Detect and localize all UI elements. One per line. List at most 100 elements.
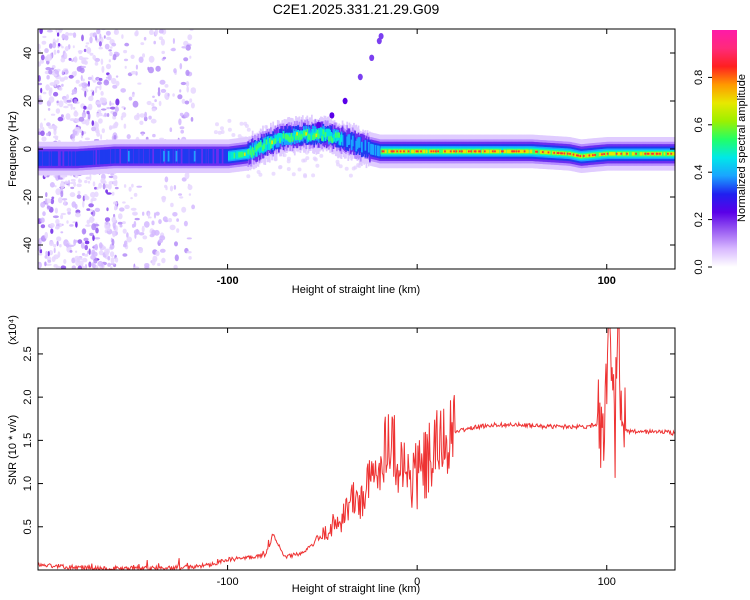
trace-cell (98, 147, 101, 167)
noise-blob (98, 182, 102, 189)
trace-cell (408, 148, 411, 155)
trace-cell (130, 149, 132, 164)
trace-cell (265, 142, 268, 150)
noise-blob (82, 266, 86, 269)
trace-cell (541, 151, 544, 153)
trace-cell (433, 149, 436, 154)
noise-blob (85, 224, 91, 227)
trace-cell (366, 143, 369, 158)
noise-blob (297, 167, 302, 172)
colorbar-gradient (712, 30, 737, 267)
noise-blob (172, 93, 175, 97)
trace-cell (220, 149, 222, 164)
noise-blob (189, 98, 193, 103)
noise-blob (258, 172, 263, 177)
noise-blob (152, 95, 155, 99)
noise-blob (161, 257, 166, 264)
noise-blob (60, 212, 67, 216)
trace-cell (237, 151, 239, 159)
trace-cell (330, 132, 333, 140)
trace-cell (632, 152, 635, 156)
trace-cell (572, 153, 575, 156)
noise-blob (187, 34, 193, 41)
trace-cell (503, 149, 505, 154)
trace-cell (373, 142, 376, 158)
noise-blob (68, 57, 72, 61)
trace-cell (89, 150, 91, 165)
trace-cell (664, 151, 667, 157)
trace-cell (341, 135, 344, 146)
y-tick-label: 1.5 (22, 433, 34, 448)
trace-cell (523, 150, 526, 153)
trace-cell (412, 149, 414, 154)
trace-cell (149, 149, 152, 164)
trace-cell (190, 149, 193, 164)
trace-cell (345, 135, 347, 150)
trace-cell (132, 146, 135, 166)
noise-blob (45, 198, 52, 204)
noise-blob (105, 30, 111, 36)
noise-blob (48, 125, 54, 129)
trace-cell (403, 150, 405, 153)
trace-cell (105, 149, 107, 164)
noise-blob (69, 118, 76, 122)
trace-cell (68, 151, 71, 166)
branch-blob (357, 73, 363, 81)
noise-blob (56, 38, 60, 41)
trace-cell (121, 149, 123, 164)
trace-cell (93, 150, 96, 165)
snr-x-axis-label: Height of straight line (km) (292, 583, 420, 595)
trace-cell (545, 150, 548, 154)
trace-cell (238, 152, 240, 158)
noise-blob (146, 100, 152, 106)
trace-cell (439, 148, 442, 155)
trace-cell (279, 137, 281, 143)
trace-cell (585, 153, 587, 159)
noise-blob (53, 254, 59, 260)
noise-blob (169, 185, 174, 192)
noise-blob (112, 230, 116, 238)
trace-cell (342, 132, 345, 148)
trace-cell (254, 144, 256, 153)
trace-cell (301, 130, 304, 139)
snr-x-tick-labels: -100 0 100 (217, 576, 616, 588)
trace-cell (552, 151, 554, 155)
noise-blob (81, 111, 87, 119)
trace-cell (512, 150, 515, 153)
noise-blob (99, 33, 102, 39)
trace-cell (533, 149, 536, 155)
y-tick-label: 2.5 (22, 346, 34, 361)
noise-blob (104, 217, 111, 222)
trace-cell (565, 151, 568, 157)
trace-cell (392, 150, 395, 153)
trace-cell (613, 152, 616, 156)
noise-blob (243, 121, 248, 126)
trace-cell (535, 150, 537, 153)
trace-cell (255, 146, 258, 152)
trace-cell (118, 146, 121, 166)
trace-cell (643, 152, 645, 156)
spectrogram-x-tick-labels: -100 100 (217, 275, 616, 287)
noise-blob (76, 183, 82, 188)
trace-cell (477, 149, 479, 154)
trace-cell (391, 150, 394, 153)
noise-blob (191, 204, 196, 210)
trace-cell (307, 133, 310, 140)
noise-blob (82, 200, 85, 208)
noise-blob (81, 82, 88, 89)
noise-blob (213, 130, 218, 135)
noise-blob (188, 193, 192, 196)
trace-cell (329, 129, 331, 138)
trace-cell (462, 149, 465, 154)
trace-cell (602, 151, 604, 157)
branch-blob (378, 33, 384, 40)
trace-cell (141, 149, 144, 164)
trace-cell (184, 149, 187, 164)
trace-cell (413, 148, 416, 155)
noise-blob (109, 100, 112, 107)
trace-cell (160, 149, 163, 164)
noise-blob (107, 255, 111, 261)
trace-cell (520, 149, 523, 154)
noise-blob (184, 172, 190, 180)
trace-cell (371, 144, 374, 155)
